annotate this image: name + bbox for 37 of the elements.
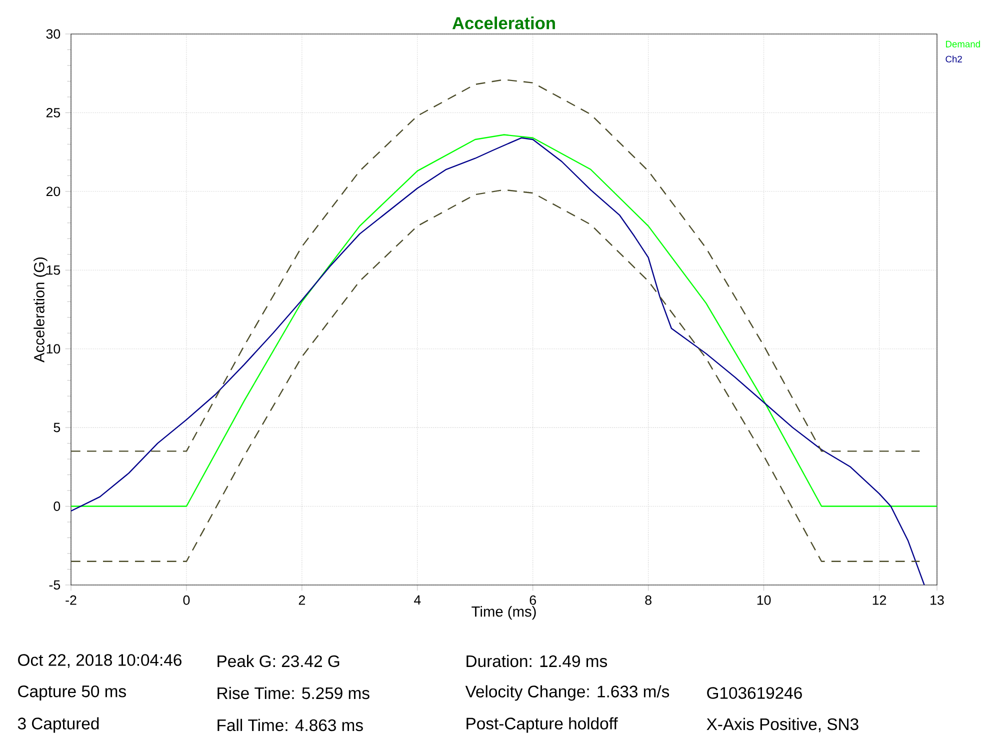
line-series <box>71 134 937 507</box>
x-tick-label: 8 <box>645 595 652 605</box>
text: X-Axis Positive, SN3 <box>706 718 858 732</box>
text: Post-Capture holdoff <box>466 717 618 733</box>
x-tick-label: 12 <box>872 595 886 605</box>
text: Duration: 12.49 ms <box>466 654 608 668</box>
text: Peak G: 23.42 G <box>218 654 340 668</box>
y-tick-label: -5 <box>49 580 60 590</box>
text: Capture 50 ms <box>18 685 126 701</box>
x-tick-label: 13 <box>930 595 944 605</box>
x-axis-title: Time (ms) <box>472 606 536 620</box>
y-axis-title: Acceleration (G) <box>34 257 48 362</box>
y-tick-label: 25 <box>46 108 60 118</box>
x-tick-label: 0 <box>183 595 190 605</box>
x-tick-label: 6 <box>530 595 536 605</box>
text: Fall Time: 4.863 ms <box>218 718 363 732</box>
y-tick-label: 5 <box>54 422 60 432</box>
x-tick-label: 2 <box>298 595 305 605</box>
y-tick-label: 30 <box>46 29 60 39</box>
x-tick-label: 4 <box>414 595 421 605</box>
text: Rise Time: 5.259 ms <box>218 686 370 700</box>
text: Velocity Change: 1.633 m/s <box>465 685 670 701</box>
text: G103619246 <box>707 687 802 699</box>
x-tick-label: -2 <box>66 595 76 605</box>
chart-title: Acceleration <box>452 16 555 30</box>
text: 3 Captured <box>18 717 99 733</box>
line-series <box>71 189 920 562</box>
x-tick-label: 10 <box>757 595 771 605</box>
y-tick-label: 10 <box>46 344 60 354</box>
line-series <box>71 137 925 585</box>
text: Oct 22, 2018 10:04:46 <box>18 654 182 668</box>
y-tick-label: 15 <box>46 265 60 275</box>
line-series <box>71 79 920 452</box>
text: Demand <box>946 40 980 48</box>
text: Ch2 <box>946 56 962 62</box>
y-tick-label: 0 <box>54 502 60 511</box>
y-tick-label: 20 <box>46 186 60 196</box>
